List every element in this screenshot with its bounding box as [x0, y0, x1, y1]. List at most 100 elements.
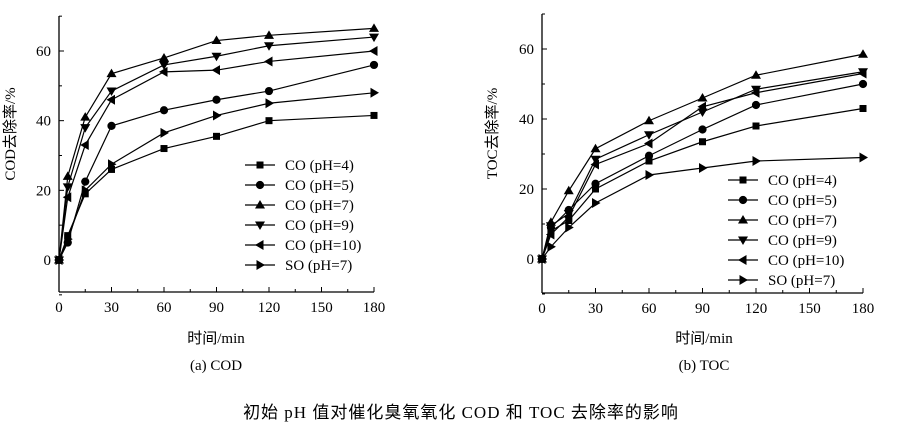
data-point: [160, 127, 169, 138]
series-2: CO (pH=5): [537, 79, 868, 264]
x-tick-label: 60: [157, 300, 172, 316]
data-point: [64, 234, 73, 245]
data-point: [751, 87, 760, 98]
y-tick-label: 40: [36, 114, 51, 130]
data-point: [264, 42, 274, 51]
legend-label: CO (pH=4): [285, 158, 354, 174]
panel-label: (b) TOC: [679, 358, 730, 374]
y-tick-label: 40: [519, 112, 534, 128]
x-tick-label: 150: [798, 301, 821, 317]
data-point: [699, 163, 708, 173]
data-point: [106, 87, 117, 97]
legend-label: CO (pH=7): [768, 213, 837, 229]
series-5: CO (pH=10): [54, 46, 378, 265]
y-tick-label: 0: [44, 253, 52, 269]
legend-label: CO (pH=5): [285, 178, 354, 194]
series-line: [58, 92, 375, 261]
x-tick-label: 120: [745, 301, 768, 317]
y-tick-label: 60: [36, 44, 51, 60]
data-point: [160, 145, 168, 153]
data-point: [80, 140, 89, 151]
data-point: [159, 106, 169, 115]
legend-label: CO (pH=10): [768, 253, 844, 269]
data-point: [213, 132, 220, 140]
series-line: [541, 53, 864, 260]
legend-marker: [738, 195, 748, 205]
data-point: [159, 66, 168, 77]
data-point: [55, 255, 64, 265]
data-point: [80, 112, 91, 121]
data-point: [751, 70, 761, 79]
series-line: [541, 156, 864, 260]
x-tick-label: 150: [310, 300, 333, 316]
data-point: [644, 131, 654, 140]
data-point: [858, 68, 867, 79]
series-3: CO (pH=7): [537, 49, 868, 263]
data-point: [547, 241, 556, 252]
data-point: [592, 185, 599, 193]
series-4: CO (pH=9): [54, 33, 379, 265]
data-point: [538, 254, 547, 264]
series-line: [58, 27, 375, 261]
data-point: [62, 183, 73, 192]
legend-marker: [739, 275, 748, 285]
series-line: [58, 114, 375, 261]
data-point: [752, 156, 761, 166]
data-point: [265, 117, 273, 125]
y-tick-label: 60: [519, 42, 534, 58]
chart-panel-2: 0 20 40 60 0 30 60 90 120 150 180 时间/min (b) TOC TOC去…: [484, 13, 875, 374]
data-point: [211, 65, 220, 76]
data-point: [859, 105, 867, 112]
data-point: [80, 124, 91, 133]
data-point: [858, 79, 868, 89]
x-axis-label: 时间/min: [675, 330, 733, 347]
data-point: [858, 49, 868, 58]
x-tick-label: 180: [852, 301, 875, 317]
data-point: [859, 152, 868, 163]
data-point: [644, 138, 653, 149]
panel-label: (a) COD: [190, 358, 242, 374]
data-point: [699, 138, 706, 146]
data-point: [565, 217, 573, 224]
legend-label: CO (pH=4): [768, 173, 837, 189]
data-point: [752, 122, 760, 130]
series-6: SO (pH=7): [55, 87, 379, 274]
legend-marker: [256, 260, 265, 270]
x-tick-label: 180: [363, 300, 386, 316]
data-point: [370, 111, 378, 119]
data-point: [159, 61, 169, 70]
series-5: CO (pH=10): [537, 68, 867, 269]
data-point: [645, 157, 653, 165]
y-axis-label: COD去除率/%: [2, 87, 19, 180]
data-point: [369, 33, 379, 43]
data-point: [545, 222, 556, 231]
data-point: [644, 151, 654, 160]
legend-label: CO (pH=10): [285, 238, 361, 254]
legend-label: CO (pH=7): [285, 198, 354, 214]
data-point: [211, 35, 222, 45]
data-point: [211, 52, 222, 62]
figure-caption: 初始 pH 值对催化臭氧氧化 COD 和 TOC 去除率的影响: [243, 403, 679, 422]
legend-label: CO (pH=5): [768, 193, 837, 209]
x-tick-label: 120: [258, 300, 281, 316]
data-point: [264, 86, 274, 96]
x-tick-label: 90: [695, 301, 710, 317]
data-point: [213, 110, 222, 121]
legend-marker: [255, 200, 265, 209]
data-point: [590, 155, 601, 165]
y-tick-label: 20: [519, 182, 534, 198]
data-point: [592, 198, 601, 208]
x-tick-label: 0: [55, 300, 63, 316]
x-tick-label: 60: [642, 301, 657, 317]
chart-panel-1: 0 20 40 60 0 30 60 90 120 150 180 时间/min (a) COD COD去…: [2, 15, 386, 374]
series-line: [58, 36, 375, 261]
legend-marker: [738, 255, 747, 265]
data-point: [591, 179, 600, 188]
legend-label: CO (pH=9): [285, 218, 354, 234]
data-point: [590, 159, 599, 170]
y-tick-label: 20: [36, 183, 51, 199]
data-point: [108, 159, 117, 170]
data-point: [81, 190, 89, 198]
legend-marker: [738, 215, 748, 224]
